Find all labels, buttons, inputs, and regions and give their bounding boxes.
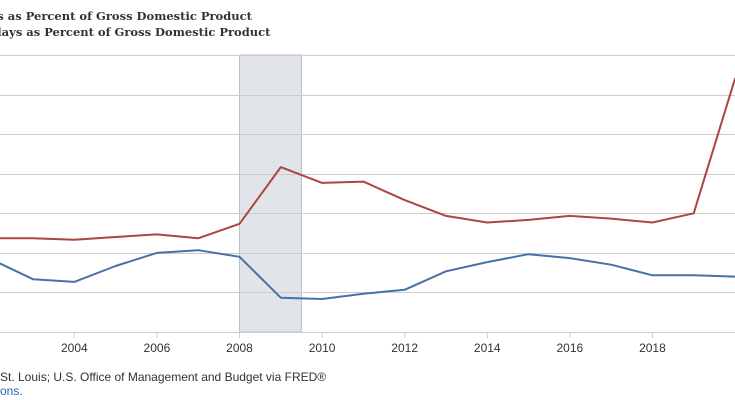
legend-label-receipts: ts as Percent of Gross Domestic Product bbox=[0, 9, 252, 23]
legend-item-outlays[interactable]: tlays as Percent of Gross Domestic Produ… bbox=[0, 24, 270, 40]
x-tick-label: 2012 bbox=[391, 341, 418, 355]
series-line-outlays[interactable] bbox=[0, 77, 735, 241]
recession-shading bbox=[238, 54, 302, 333]
x-tick-label: 2014 bbox=[474, 341, 501, 355]
x-tick-label: 2016 bbox=[556, 341, 583, 355]
x-tick-label: 2010 bbox=[309, 341, 336, 355]
x-tick-label: 2008 bbox=[226, 341, 253, 355]
source-link[interactable]: ons. bbox=[0, 384, 23, 398]
x-tick-label: 2004 bbox=[61, 341, 88, 355]
legend-label-outlays: tlays as Percent of Gross Domestic Produ… bbox=[0, 25, 271, 39]
x-axis: 2004 2006 2008 2010 2012 2014 2016 2018 bbox=[61, 332, 666, 355]
x-tick-label: 2006 bbox=[144, 341, 171, 355]
legend: ts as Percent of Gross Domestic Product … bbox=[0, 8, 278, 40]
x-tick-label: 2018 bbox=[639, 341, 666, 355]
series-line-receipts[interactable] bbox=[0, 249, 735, 300]
gridlines bbox=[0, 55, 735, 293]
plot-area bbox=[0, 77, 735, 300]
legend-item-receipts[interactable]: ts as Percent of Gross Domestic Product bbox=[0, 8, 270, 24]
source-text: St. Louis; U.S. Office of Management and… bbox=[0, 370, 327, 384]
source-note: St. Louis; U.S. Office of Management and… bbox=[0, 370, 326, 398]
